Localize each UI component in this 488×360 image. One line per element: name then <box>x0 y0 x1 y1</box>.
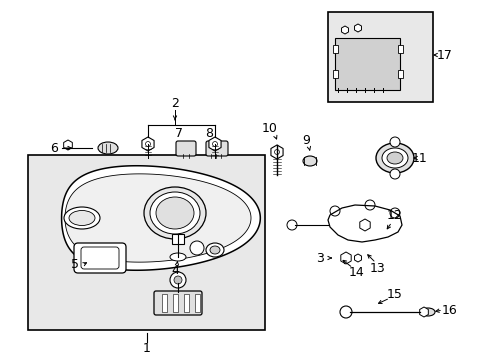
FancyBboxPatch shape <box>176 141 196 156</box>
Circle shape <box>145 141 150 147</box>
Polygon shape <box>354 254 361 262</box>
Bar <box>332 45 337 53</box>
Ellipse shape <box>375 143 413 173</box>
Ellipse shape <box>205 243 224 257</box>
Polygon shape <box>419 307 427 317</box>
Ellipse shape <box>381 148 407 168</box>
Polygon shape <box>359 219 369 231</box>
Bar <box>173 294 178 312</box>
Text: 10: 10 <box>262 122 277 135</box>
Bar <box>332 70 337 78</box>
Circle shape <box>212 141 217 147</box>
Text: 15: 15 <box>386 288 402 302</box>
Text: 8: 8 <box>204 126 213 140</box>
Bar <box>327 12 432 102</box>
Text: 13: 13 <box>369 261 385 274</box>
Text: 9: 9 <box>302 134 309 147</box>
Bar <box>195 294 200 312</box>
Bar <box>397 45 402 53</box>
Bar <box>172 234 183 244</box>
Ellipse shape <box>156 197 194 229</box>
Ellipse shape <box>69 211 95 225</box>
Text: 1: 1 <box>143 342 151 355</box>
Text: 2: 2 <box>171 96 179 109</box>
Ellipse shape <box>143 187 205 239</box>
Ellipse shape <box>64 207 100 229</box>
Text: 3: 3 <box>315 252 323 265</box>
FancyBboxPatch shape <box>154 291 202 315</box>
Text: 17: 17 <box>436 49 452 62</box>
Ellipse shape <box>98 142 118 154</box>
Polygon shape <box>208 137 221 151</box>
Circle shape <box>274 149 279 154</box>
Text: 6: 6 <box>50 141 58 154</box>
Ellipse shape <box>170 253 185 261</box>
Text: 7: 7 <box>175 126 183 140</box>
Bar <box>183 294 189 312</box>
Text: 5: 5 <box>71 258 79 271</box>
FancyBboxPatch shape <box>205 141 227 156</box>
Circle shape <box>190 241 203 255</box>
Polygon shape <box>340 252 350 264</box>
Circle shape <box>170 272 185 288</box>
Bar <box>334 38 399 90</box>
Ellipse shape <box>209 246 220 254</box>
Polygon shape <box>142 137 154 151</box>
Text: 14: 14 <box>348 266 364 279</box>
Bar <box>28 155 264 330</box>
Polygon shape <box>354 24 361 32</box>
Bar <box>162 294 167 312</box>
Polygon shape <box>63 140 72 150</box>
Text: 11: 11 <box>411 152 427 165</box>
Bar <box>397 70 402 78</box>
Polygon shape <box>341 26 348 34</box>
Polygon shape <box>327 205 401 242</box>
Polygon shape <box>270 145 283 159</box>
Polygon shape <box>61 166 260 270</box>
FancyBboxPatch shape <box>74 243 126 273</box>
Circle shape <box>174 276 182 284</box>
Text: 4: 4 <box>171 264 179 276</box>
Ellipse shape <box>386 152 402 164</box>
Ellipse shape <box>150 192 200 234</box>
Polygon shape <box>65 174 250 262</box>
Text: 12: 12 <box>386 208 402 221</box>
Text: 16: 16 <box>441 303 457 316</box>
FancyBboxPatch shape <box>81 247 119 269</box>
Circle shape <box>389 169 399 179</box>
Ellipse shape <box>420 308 434 316</box>
Ellipse shape <box>303 156 316 166</box>
Circle shape <box>389 137 399 147</box>
